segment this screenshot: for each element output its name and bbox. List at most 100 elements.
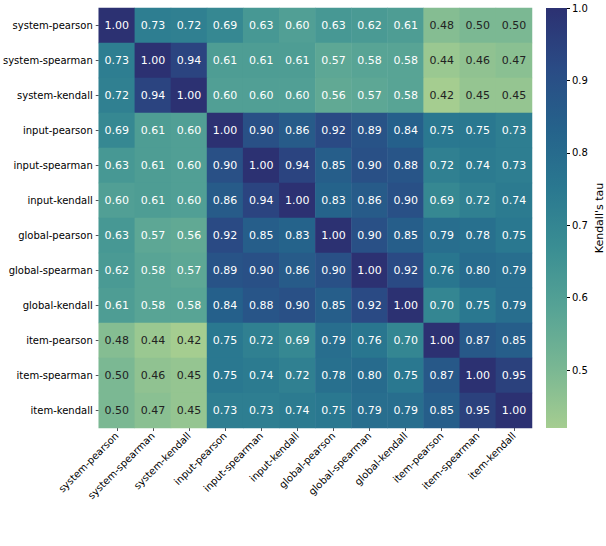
svg-text:0.75: 0.75	[213, 334, 238, 347]
svg-text:0.79: 0.79	[502, 264, 527, 277]
svg-text:global-pearson: global-pearson	[18, 230, 93, 241]
svg-text:0.92: 0.92	[321, 124, 346, 137]
svg-text:0.74: 0.74	[285, 404, 310, 417]
svg-text:0.94: 0.94	[177, 54, 202, 67]
svg-text:0.63: 0.63	[105, 159, 130, 172]
svg-text:system-spearman: system-spearman	[86, 430, 157, 501]
svg-text:system-kendall: system-kendall	[17, 90, 93, 101]
svg-text:Kendall's tau: Kendall's tau	[593, 183, 606, 254]
svg-text:1.00: 1.00	[213, 124, 238, 137]
svg-text:0.85: 0.85	[393, 229, 418, 242]
svg-text:1.00: 1.00	[249, 159, 274, 172]
svg-text:0.58: 0.58	[141, 264, 166, 277]
svg-text:0.42: 0.42	[429, 89, 454, 102]
svg-text:0.90: 0.90	[321, 264, 346, 277]
svg-text:0.61: 0.61	[249, 54, 274, 67]
svg-text:0.85: 0.85	[502, 334, 527, 347]
svg-text:0.85: 0.85	[321, 299, 346, 312]
svg-text:0.60: 0.60	[105, 194, 130, 207]
svg-text:0.8: 0.8	[572, 147, 588, 158]
svg-text:input-spearman: input-spearman	[201, 430, 265, 494]
svg-text:0.60: 0.60	[177, 194, 202, 207]
svg-text:0.47: 0.47	[141, 404, 166, 417]
svg-text:0.88: 0.88	[393, 159, 418, 172]
svg-text:0.62: 0.62	[105, 264, 130, 277]
svg-text:0.5: 0.5	[572, 365, 588, 376]
svg-text:0.44: 0.44	[141, 334, 166, 347]
svg-text:1.00: 1.00	[466, 369, 491, 382]
svg-text:0.73: 0.73	[249, 404, 274, 417]
svg-text:0.57: 0.57	[177, 264, 202, 277]
svg-text:0.95: 0.95	[502, 369, 527, 382]
svg-text:0.57: 0.57	[141, 229, 166, 242]
svg-text:input-kendall: input-kendall	[27, 195, 92, 206]
svg-text:0.47: 0.47	[502, 54, 527, 67]
svg-text:item-spearman: item-spearman	[420, 430, 482, 492]
svg-text:0.60: 0.60	[177, 159, 202, 172]
svg-text:0.94: 0.94	[141, 89, 166, 102]
svg-text:0.90: 0.90	[285, 299, 310, 312]
svg-text:0.86: 0.86	[357, 194, 382, 207]
svg-text:0.69: 0.69	[429, 194, 454, 207]
svg-text:0.73: 0.73	[502, 124, 527, 137]
svg-text:0.42: 0.42	[177, 334, 202, 347]
svg-text:0.94: 0.94	[285, 159, 310, 172]
svg-text:1.00: 1.00	[429, 334, 454, 347]
svg-text:1.00: 1.00	[357, 264, 382, 277]
svg-text:0.58: 0.58	[393, 54, 418, 67]
svg-text:0.94: 0.94	[249, 194, 274, 207]
svg-text:1.00: 1.00	[141, 54, 166, 67]
svg-text:global-kendall: global-kendall	[23, 300, 93, 311]
svg-text:item-kendall: item-kendall	[466, 430, 518, 482]
svg-text:0.76: 0.76	[429, 264, 454, 277]
svg-text:0.6: 0.6	[572, 292, 588, 303]
svg-text:item-kendall: item-kendall	[31, 405, 93, 416]
svg-text:0.86: 0.86	[285, 124, 310, 137]
svg-text:0.86: 0.86	[285, 264, 310, 277]
svg-text:0.92: 0.92	[357, 299, 382, 312]
svg-text:0.90: 0.90	[357, 159, 382, 172]
svg-text:0.72: 0.72	[105, 89, 130, 102]
svg-text:0.79: 0.79	[502, 299, 527, 312]
svg-text:0.63: 0.63	[249, 19, 274, 32]
svg-text:0.69: 0.69	[213, 19, 238, 32]
svg-text:0.62: 0.62	[357, 19, 382, 32]
svg-text:0.73: 0.73	[502, 159, 527, 172]
svg-text:0.63: 0.63	[105, 229, 130, 242]
svg-text:1.00: 1.00	[105, 19, 130, 32]
svg-text:0.86: 0.86	[213, 194, 238, 207]
svg-text:0.83: 0.83	[321, 194, 346, 207]
svg-text:0.79: 0.79	[429, 229, 454, 242]
svg-text:0.90: 0.90	[357, 229, 382, 242]
svg-text:0.56: 0.56	[321, 89, 346, 102]
svg-text:0.89: 0.89	[357, 124, 382, 137]
svg-text:0.45: 0.45	[502, 89, 527, 102]
svg-text:item-spearman: item-spearman	[17, 370, 93, 381]
svg-text:0.60: 0.60	[285, 89, 310, 102]
svg-text:0.57: 0.57	[321, 54, 346, 67]
svg-text:0.80: 0.80	[466, 264, 491, 277]
svg-text:0.61: 0.61	[213, 54, 238, 67]
svg-text:0.70: 0.70	[429, 299, 454, 312]
svg-text:0.56: 0.56	[177, 229, 202, 242]
svg-text:0.85: 0.85	[249, 229, 274, 242]
svg-text:0.85: 0.85	[429, 404, 454, 417]
svg-text:0.60: 0.60	[285, 19, 310, 32]
svg-text:0.89: 0.89	[213, 264, 238, 277]
svg-text:0.73: 0.73	[105, 54, 130, 67]
svg-text:0.9: 0.9	[572, 75, 588, 86]
svg-text:0.92: 0.92	[213, 229, 238, 242]
svg-text:0.74: 0.74	[249, 369, 274, 382]
svg-text:0.84: 0.84	[213, 299, 238, 312]
svg-text:0.79: 0.79	[393, 404, 418, 417]
svg-text:0.61: 0.61	[141, 159, 166, 172]
svg-text:0.92: 0.92	[393, 264, 418, 277]
svg-text:0.75: 0.75	[429, 124, 454, 137]
svg-text:0.75: 0.75	[213, 369, 238, 382]
svg-text:0.79: 0.79	[357, 404, 382, 417]
svg-text:0.75: 0.75	[321, 404, 346, 417]
svg-text:global-spearman: global-spearman	[306, 430, 373, 497]
svg-text:0.90: 0.90	[393, 194, 418, 207]
svg-text:0.90: 0.90	[249, 124, 274, 137]
svg-text:0.50: 0.50	[105, 369, 130, 382]
